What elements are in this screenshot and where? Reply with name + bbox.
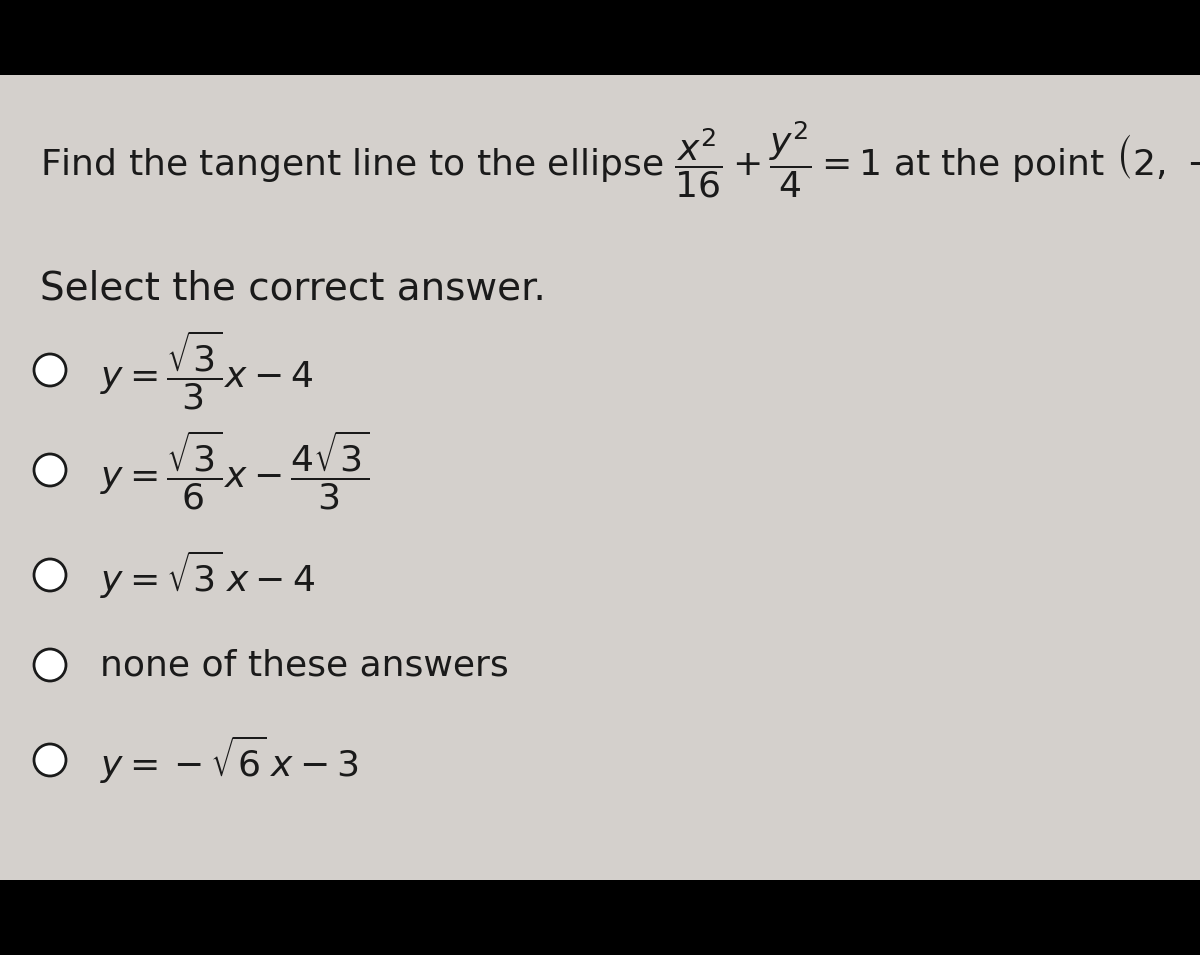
Circle shape: [34, 559, 66, 591]
Text: none of these answers: none of these answers: [100, 648, 509, 682]
Text: $y = -\sqrt{6}\,x - 3$: $y = -\sqrt{6}\,x - 3$: [100, 733, 359, 786]
Circle shape: [34, 354, 66, 386]
Bar: [0, 0, 1200, 75]
Bar: [0, 75, 1200, 880]
Text: Find the tangent line to the ellipse $\dfrac{x^2}{16}+\dfrac{y^2}{4}=1$ at the p: Find the tangent line to the ellipse $\d…: [40, 120, 1200, 201]
Text: $y = \sqrt{3}\,x - 4$: $y = \sqrt{3}\,x - 4$: [100, 549, 314, 601]
Text: $y = \dfrac{\sqrt{3}}{3}x - 4$: $y = \dfrac{\sqrt{3}}{3}x - 4$: [100, 329, 313, 412]
Circle shape: [34, 744, 66, 776]
Text: Select the correct answer.: Select the correct answer.: [40, 270, 546, 308]
Bar: [0, 880, 1200, 955]
Text: $y = \dfrac{\sqrt{3}}{6}x - \dfrac{4\sqrt{3}}{3}$: $y = \dfrac{\sqrt{3}}{6}x - \dfrac{4\sqr…: [100, 428, 370, 512]
Circle shape: [34, 649, 66, 681]
Circle shape: [34, 454, 66, 486]
